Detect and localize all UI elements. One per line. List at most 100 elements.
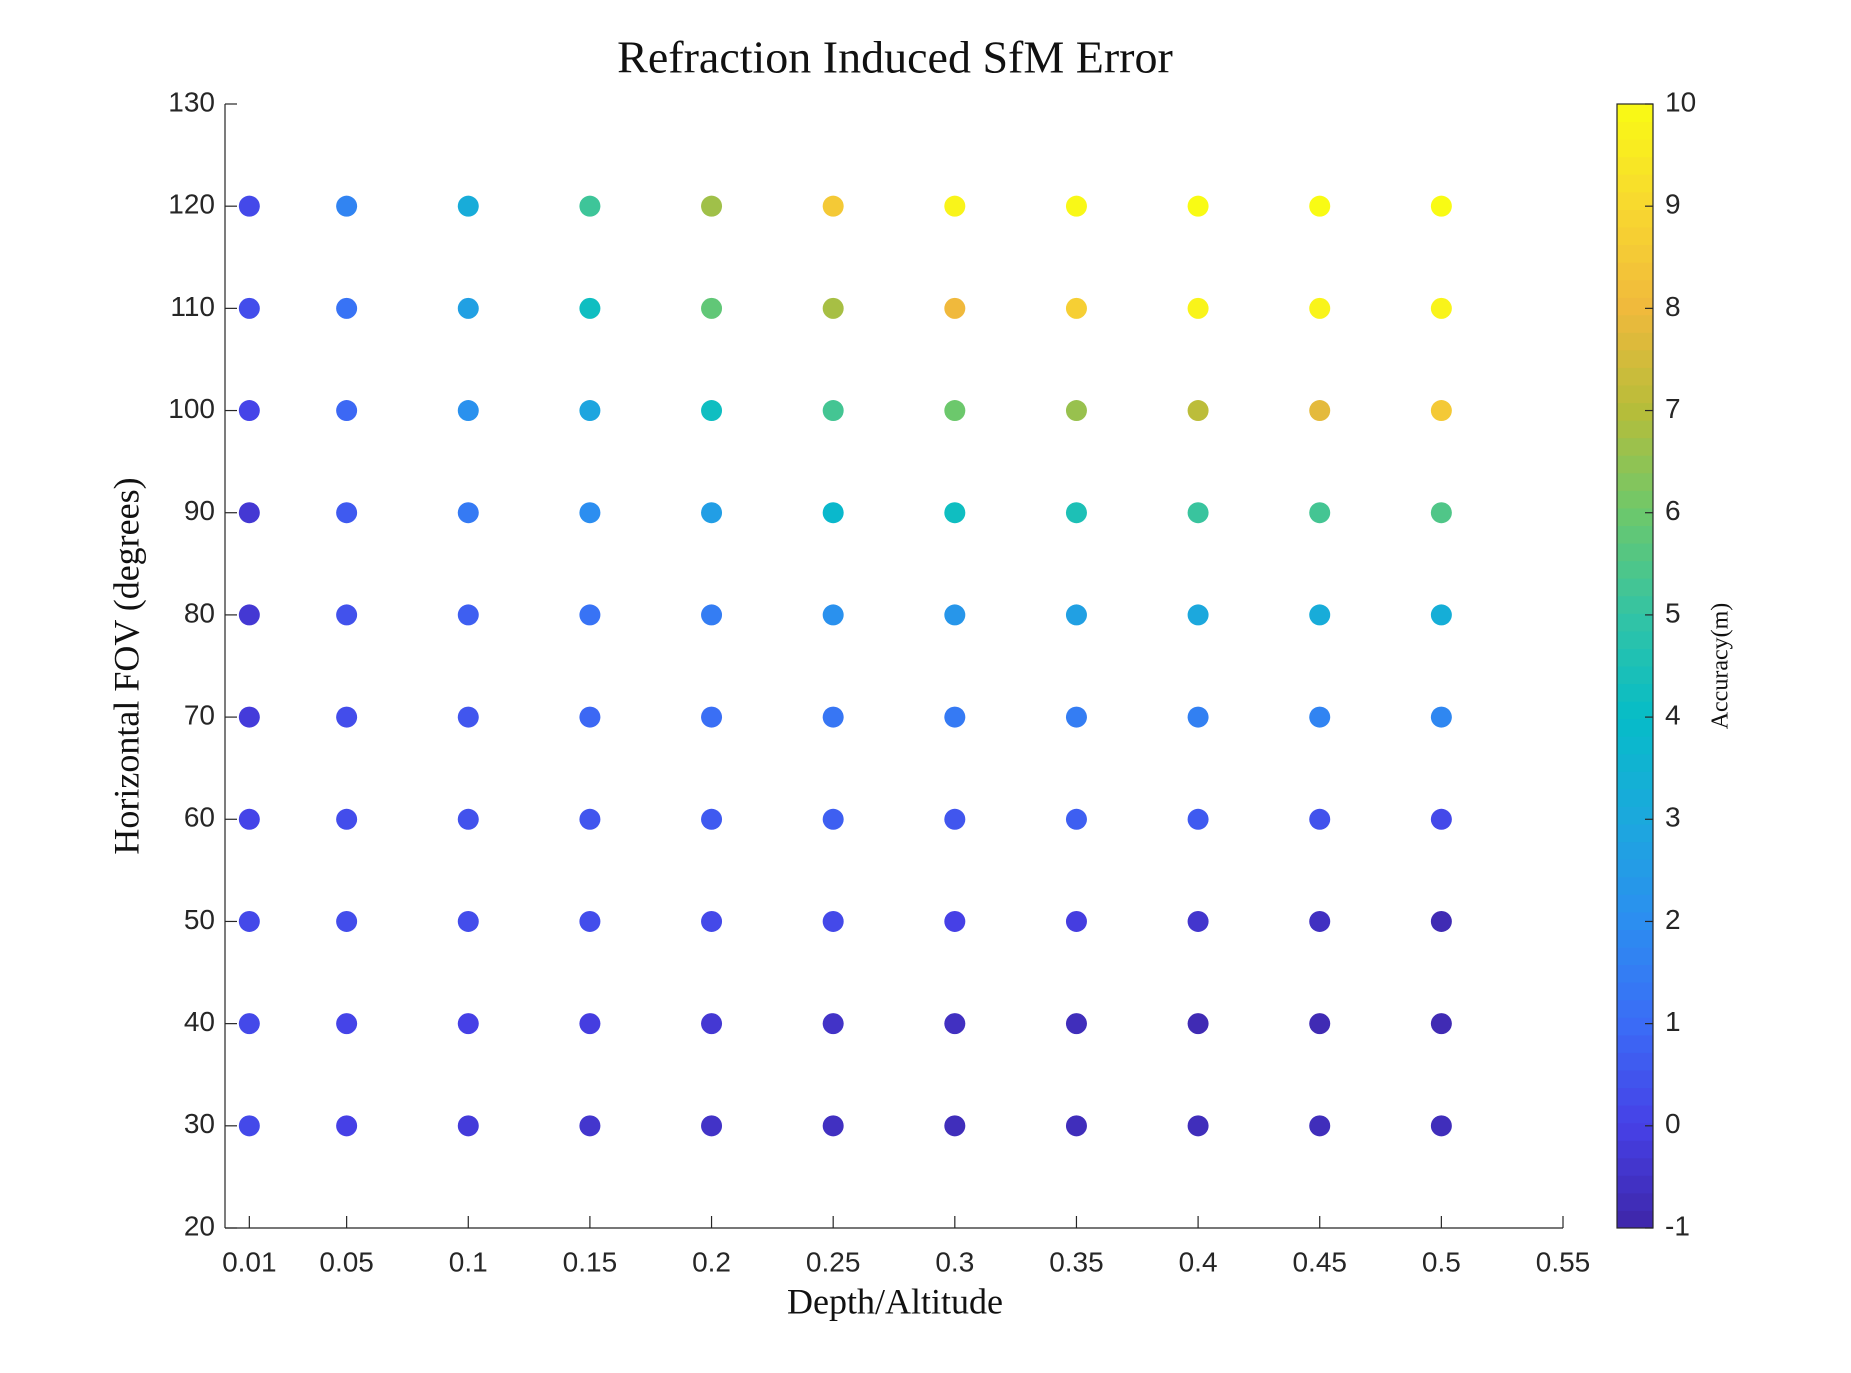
scatter-point [579, 604, 601, 626]
scatter-point [1187, 808, 1209, 830]
scatter-point [822, 1013, 844, 1035]
scatter-point [238, 502, 260, 524]
colorbar-band [1617, 349, 1653, 368]
colorbar-frame [1616, 103, 1654, 1229]
y-tick-label: 120 [168, 189, 215, 220]
scatter-point [1065, 400, 1087, 422]
scatter-point [579, 1013, 601, 1035]
colorbar-band [1617, 911, 1653, 930]
colorbar-tick-label: 6 [1665, 495, 1681, 526]
scatter-point [1187, 706, 1209, 728]
y-tick-label: 130 [168, 86, 215, 117]
scatter-point [944, 297, 966, 319]
colorbar-band [1617, 806, 1653, 825]
colorbar-band [1617, 718, 1653, 737]
colorbar-band [1617, 525, 1653, 544]
colorbar-band [1617, 613, 1653, 632]
colorbar-band [1617, 121, 1653, 140]
scatter-point [701, 1013, 723, 1035]
y-tick-label: 30 [184, 1108, 215, 1139]
scatter-point [822, 195, 844, 217]
x-tick-label: 0.55 [1536, 1246, 1591, 1277]
scatter-point [1430, 604, 1452, 626]
colorbar-band [1617, 578, 1653, 597]
colorbar-band [1617, 999, 1653, 1018]
scatter-point [579, 808, 601, 830]
scatter-point [336, 706, 358, 728]
colorbar-band [1617, 666, 1653, 685]
colorbar-band [1617, 1122, 1653, 1141]
colorbar-band [1617, 455, 1653, 474]
scatter-point [1430, 1013, 1452, 1035]
colorbar-band [1617, 332, 1653, 351]
scatter-point [944, 195, 966, 217]
scatter-point [457, 195, 479, 217]
colorbar-band [1617, 701, 1653, 720]
scatter-point [457, 808, 479, 830]
x-tick-label: 0.2 [692, 1246, 731, 1277]
scatter-point [701, 297, 723, 319]
scatter-point [457, 502, 479, 524]
scatter-point [1187, 1013, 1209, 1035]
y-tick-label: 90 [184, 495, 215, 526]
colorbar-band [1617, 543, 1653, 562]
scatter-point [1430, 400, 1452, 422]
colorbar-tick-label: 0 [1665, 1108, 1681, 1139]
colorbar-band [1617, 1087, 1653, 1106]
colorbar-band [1617, 824, 1653, 843]
x-tick-label: 0.35 [1049, 1246, 1104, 1277]
scatter-point [944, 400, 966, 422]
scatter-point [336, 1013, 358, 1035]
colorbar-band [1617, 279, 1653, 298]
scatter-point [1430, 195, 1452, 217]
scatter-point [822, 706, 844, 728]
scatter-point [1065, 808, 1087, 830]
colorbar-band [1617, 1069, 1653, 1088]
x-axis-label: Depth/Altitude [787, 1281, 1003, 1321]
x-tick-label: 0.01 [222, 1246, 277, 1277]
scatter-point [238, 706, 260, 728]
scatter-point [336, 604, 358, 626]
colorbar-band [1617, 297, 1653, 316]
x-tick-label: 0.1 [449, 1246, 488, 1277]
scatter-point [1309, 400, 1331, 422]
scatter-point [1065, 706, 1087, 728]
colorbar-band [1617, 437, 1653, 456]
colorbar-band [1617, 982, 1653, 1001]
scatter-point [579, 910, 601, 932]
scatter-point [1309, 910, 1331, 932]
scatter-point [579, 400, 601, 422]
colorbar-band [1617, 736, 1653, 755]
scatter-point [579, 195, 601, 217]
colorbar-tick-label: 8 [1665, 291, 1681, 322]
scatter-point [336, 400, 358, 422]
scatter-point [1309, 1115, 1331, 1137]
colorbar-band [1617, 385, 1653, 404]
colorbar-band [1617, 139, 1653, 158]
colorbar-band [1617, 191, 1653, 210]
scatter-point [579, 706, 601, 728]
scatter-point [822, 400, 844, 422]
scatter-point [1430, 808, 1452, 830]
scatter-point [336, 502, 358, 524]
chart-title: Refraction Induced SfM Error [617, 32, 1173, 83]
scatter-point [1065, 1013, 1087, 1035]
scatter-point [238, 604, 260, 626]
colorbar-band [1617, 964, 1653, 983]
colorbar-band [1617, 683, 1653, 702]
scatter-point [1430, 502, 1452, 524]
y-tick-label: 50 [184, 904, 215, 935]
y-tick-label: 60 [184, 802, 215, 833]
x-tick-label: 0.3 [935, 1246, 974, 1277]
colorbar-band [1617, 156, 1653, 175]
x-tick-label: 0.25 [806, 1246, 861, 1277]
colorbar-band [1617, 262, 1653, 281]
x-tick-label: 0.15 [563, 1246, 618, 1277]
colorbar-tick-label: 10 [1665, 86, 1696, 117]
colorbar-band [1617, 753, 1653, 772]
scatter-point [1187, 195, 1209, 217]
colorbar-band [1617, 1034, 1653, 1053]
y-tick-label: 20 [184, 1210, 215, 1241]
colorbar-band [1617, 420, 1653, 439]
colorbar-tick-label: 9 [1665, 189, 1681, 220]
